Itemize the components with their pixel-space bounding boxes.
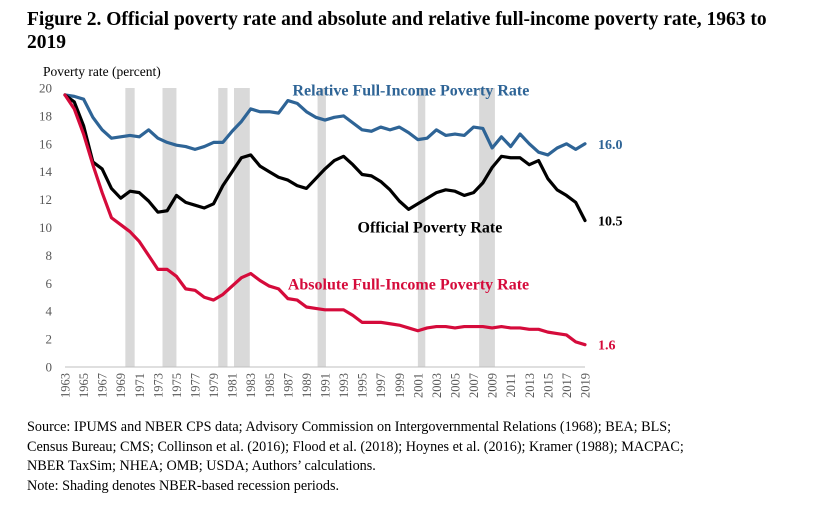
y-axis-ticks: 0 2 4 6 8 10 12 14 16 18 20 (39, 81, 53, 375)
x-tick-label: 2011 (504, 373, 518, 398)
x-tick-label: 2003 (430, 373, 444, 398)
note-line: Note: Shading denotes NBER-based recessi… (27, 477, 340, 494)
notes: Source: IPUMS and NBER CPS data; Advisor… (27, 418, 817, 496)
end-value-label: 10.5 (598, 215, 623, 230)
x-tick-label: 1985 (263, 373, 277, 398)
x-tick-label: 1963 (59, 373, 73, 398)
recession-band (125, 88, 135, 367)
x-tick-label: 1971 (133, 373, 147, 398)
x-tick-label: 2019 (579, 373, 593, 398)
y-tick-label: 10 (39, 220, 52, 235)
figure-title: Figure 2. Official poverty rate and abso… (27, 9, 767, 53)
x-tick-label: 1981 (226, 373, 240, 398)
recession-band (162, 88, 177, 367)
end-value-labels: 16.0 10.5 1.6 (598, 138, 623, 354)
series-labels: Relative Full-Income Poverty Rate Officia… (288, 83, 529, 294)
y-tick-label: 0 (46, 360, 53, 375)
recession-band (317, 88, 326, 367)
x-tick-label: 1969 (114, 373, 128, 398)
x-axis-ticks: 1963 1965 1967 1969 1971 1973 1975 1977 1979 1981… (59, 373, 593, 398)
x-tick-label: 2001 (411, 373, 425, 398)
x-tick-label: 1979 (207, 373, 221, 398)
x-tick-label: 1999 (393, 373, 407, 398)
x-tick-label: 1965 (77, 373, 91, 398)
source-line: Source: IPUMS and NBER CPS data; Advisor… (27, 419, 672, 435)
y-tick-label: 14 (39, 164, 53, 179)
x-tick-label: 2013 (523, 373, 537, 398)
y-tick-label: 8 (46, 248, 53, 263)
x-tick-label: 2015 (541, 373, 555, 398)
x-tick-label: 1987 (281, 373, 295, 398)
x-tick-label: 1967 (96, 373, 110, 398)
x-tick-label: 1997 (374, 373, 388, 398)
y-tick-label: 4 (46, 304, 53, 319)
series-line (63, 93, 587, 157)
series-name-label: Absolute Full-Income Poverty Rate (288, 277, 529, 294)
end-value-label: 16.0 (598, 138, 623, 153)
y-tick-label: 18 (39, 108, 52, 123)
x-tick-label: 2017 (560, 373, 574, 398)
recession-band (417, 88, 426, 367)
series-name-label: Relative Full-Income Poverty Rate (293, 83, 530, 100)
recession-band (479, 88, 495, 367)
x-tick-label: 1991 (319, 373, 333, 398)
x-tick-label: 2007 (467, 373, 481, 398)
y-tick-label: 16 (39, 136, 53, 151)
recession-band (234, 88, 250, 367)
x-tick-label: 1989 (300, 373, 314, 398)
end-value-label: 1.6 (598, 339, 616, 354)
y-tick-label: 6 (46, 276, 53, 291)
series-line (63, 93, 587, 347)
x-tick-label: 1993 (337, 373, 351, 398)
x-tick-label: 1975 (170, 373, 184, 398)
series-name-label: Official Poverty Rate (358, 219, 503, 236)
x-tick-label: 1977 (189, 373, 203, 398)
recession-band (218, 88, 228, 367)
x-tick-label: 2009 (486, 373, 500, 398)
y-tick-label: 12 (39, 192, 52, 207)
series-line (63, 93, 587, 223)
y-tick-label: 2 (46, 332, 53, 347)
source-line: Census Bureau; CMS; Collinson et al. (20… (27, 438, 684, 455)
x-tick-label: 1995 (356, 373, 370, 398)
x-tick-label: 2005 (449, 373, 463, 398)
source-line: NBER TaxSim; NHEA; OMB; USDA; Authors’ c… (27, 458, 376, 474)
x-tick-label: 1983 (244, 373, 258, 398)
x-tick-label: 1973 (151, 373, 165, 398)
y-axis-label: Poverty rate (percent) (43, 64, 161, 79)
y-tick-label: 20 (39, 81, 52, 96)
series-lines (63, 93, 587, 347)
recession-shading (125, 88, 495, 367)
